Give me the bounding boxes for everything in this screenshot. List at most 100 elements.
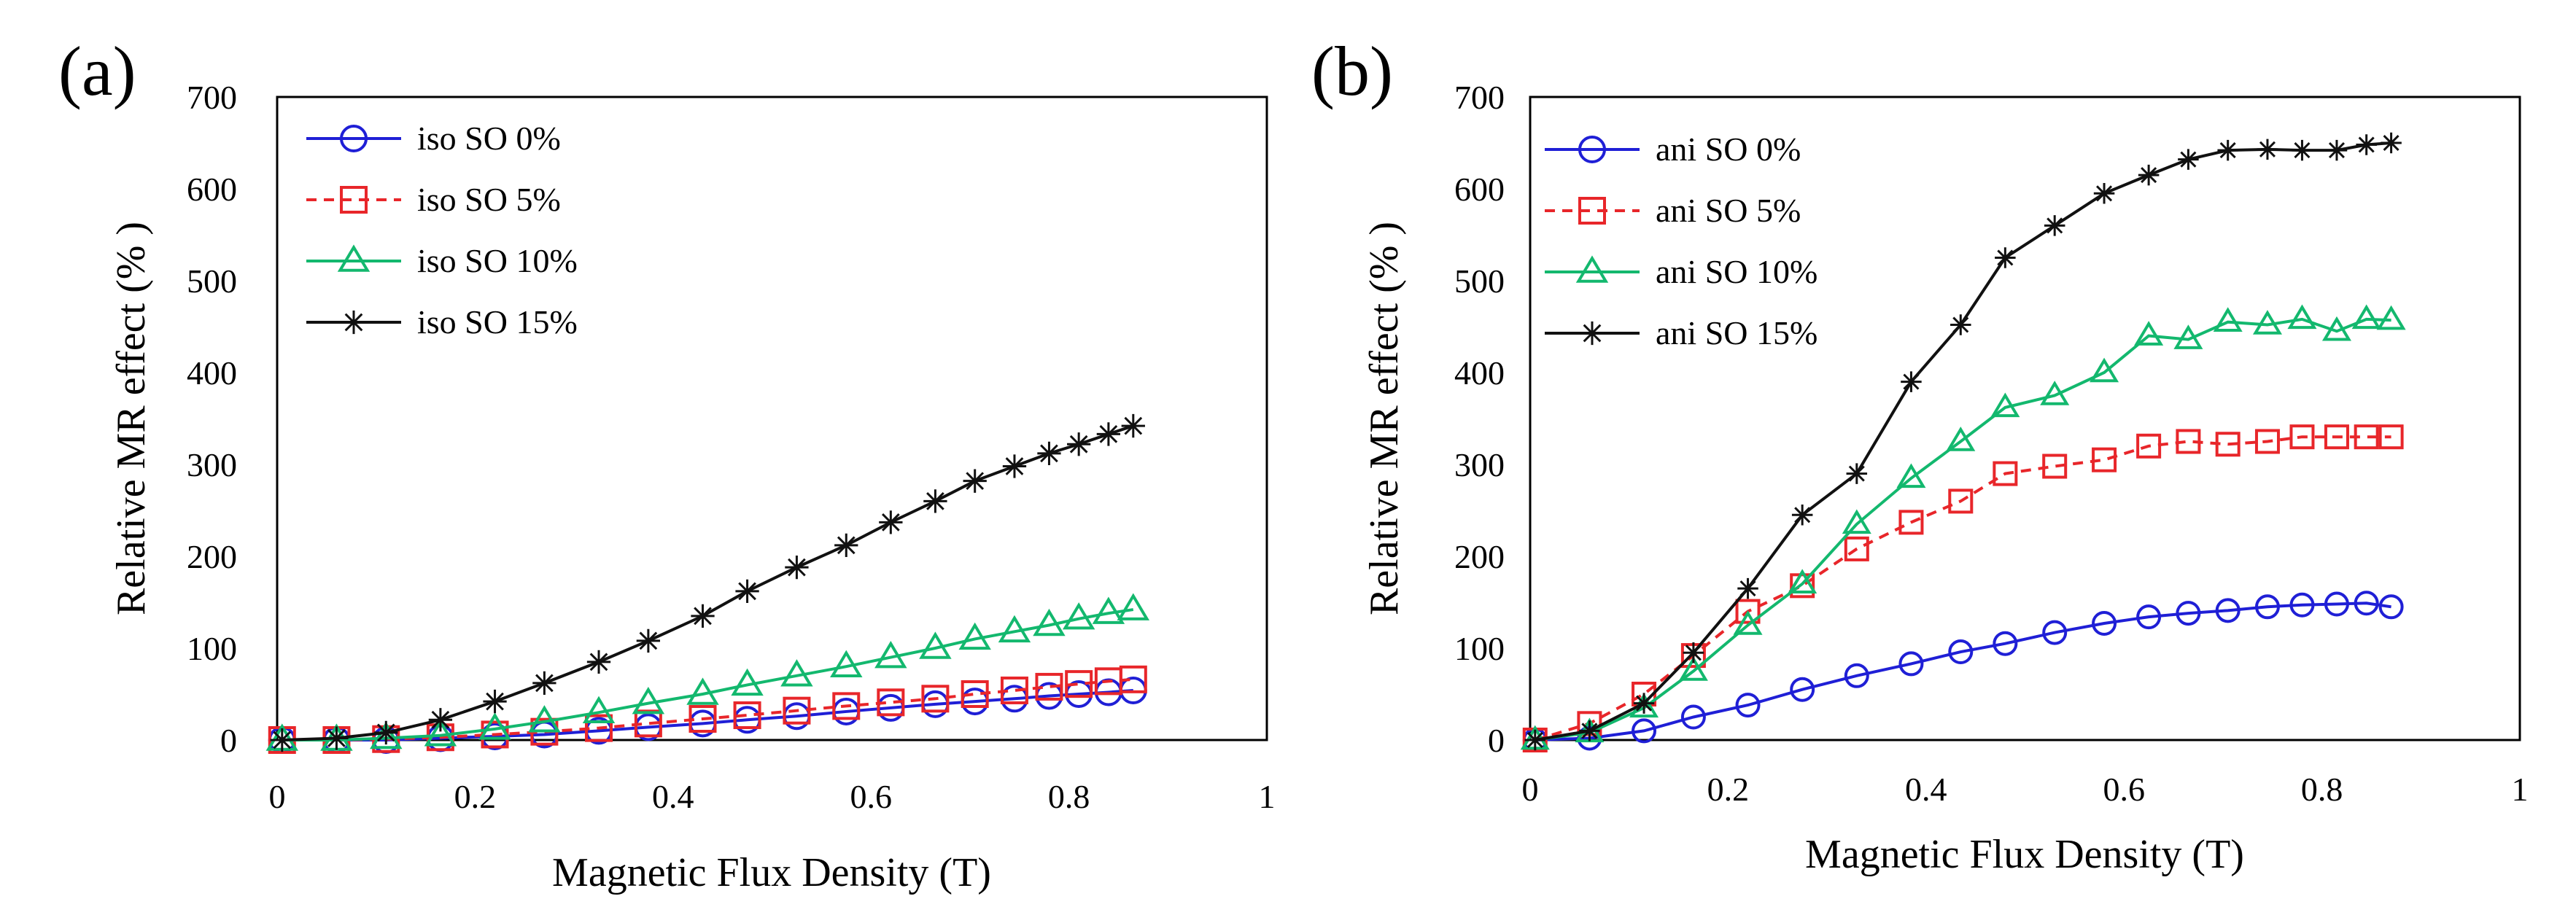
- y-tick-label: 500: [187, 262, 237, 300]
- marker-star: [341, 310, 366, 335]
- marker-star: [1579, 720, 1600, 741]
- legend-entry: iso SO 0%: [306, 120, 561, 157]
- series-line: [1535, 435, 2391, 741]
- marker-circle: [1632, 718, 1657, 744]
- marker-square: [688, 705, 717, 733]
- x-tick-label: 0: [1522, 771, 1539, 808]
- y-tick-label: 400: [187, 354, 237, 392]
- marker-circle: [2042, 620, 2068, 645]
- marker-square: [1119, 665, 1147, 693]
- series-line: [282, 424, 1134, 741]
- panel-label: (b): [1311, 32, 1393, 110]
- marker-star: [1096, 422, 1121, 446]
- marker-square: [961, 680, 989, 708]
- marker-star: [2381, 132, 2402, 154]
- plot-frame: [276, 96, 1268, 741]
- series-iso-so-10-: [265, 593, 1150, 751]
- marker-square: [1948, 488, 1974, 514]
- x-tick-label: 1: [2512, 771, 2529, 808]
- marker-triangle: [2376, 305, 2406, 330]
- marker-square: [1898, 510, 1924, 535]
- marker-star: [2217, 139, 2238, 161]
- legend-entry: iso SO 5%: [306, 181, 561, 218]
- marker-star: [325, 726, 349, 750]
- y-tick-label: 300: [1454, 446, 1505, 483]
- marker-triangle: [1092, 596, 1125, 624]
- marker-square: [2176, 429, 2201, 454]
- marker-triangle: [1788, 569, 1817, 594]
- y-tick-label: 0: [1488, 722, 1505, 759]
- marker-star: [1121, 413, 1145, 438]
- marker-triangle: [528, 705, 561, 733]
- marker-square: [1578, 197, 1606, 225]
- legend-label: iso SO 10%: [417, 242, 578, 279]
- marker-square: [1993, 461, 2018, 486]
- series-layer: [1520, 132, 2406, 752]
- marker-square: [2289, 424, 2315, 450]
- y-tick-label: 500: [1454, 262, 1505, 300]
- plot-frame: [1529, 96, 2521, 741]
- marker-triangle: [1678, 656, 1708, 681]
- legend-label: ani SO 10%: [1656, 253, 1817, 290]
- marker-triangle: [2321, 316, 2351, 341]
- marker-triangle: [1946, 427, 1976, 451]
- x-axis-title: Magnetic Flux Density (T): [552, 850, 991, 895]
- y-axis-title: Relative MR effect (% ): [1362, 222, 1407, 615]
- marker-star: [2356, 134, 2377, 155]
- marker-star: [691, 604, 715, 628]
- marker-triangle: [370, 721, 403, 749]
- legend-label: iso SO 5%: [417, 181, 561, 218]
- marker-star: [2138, 164, 2160, 186]
- marker-star: [586, 650, 611, 674]
- marker-triangle: [2252, 310, 2282, 335]
- marker-square: [1844, 536, 1869, 561]
- marker-square: [2042, 453, 2068, 479]
- marker-star: [1995, 247, 2016, 268]
- x-tick-label: 0.4: [652, 778, 694, 815]
- legend-entry: iso SO 10%: [306, 242, 578, 279]
- series-ani-so-5-: [1522, 424, 2404, 752]
- marker-square: [2354, 424, 2379, 450]
- marker-triangle: [2090, 357, 2119, 383]
- x-tick-label: 0.8: [2301, 771, 2343, 808]
- marker-circle: [2324, 591, 2349, 617]
- marker-triangle: [2287, 304, 2317, 330]
- marker-triangle: [2213, 307, 2243, 332]
- marker-circle: [1790, 677, 1815, 702]
- x-tick-label: 0.8: [1048, 778, 1090, 815]
- panel-label: (a): [58, 32, 136, 110]
- marker-triangle: [1117, 593, 1150, 620]
- marker-triangle: [830, 650, 863, 677]
- marker-triangle: [582, 696, 616, 723]
- marker-triangle: [424, 719, 457, 747]
- marker-square: [1735, 599, 1761, 624]
- y-tick-label: 600: [187, 171, 237, 208]
- marker-triangle: [632, 686, 665, 715]
- marker-star: [1950, 314, 1971, 335]
- marker-square: [921, 685, 950, 713]
- marker-star: [785, 555, 809, 580]
- marker-square: [2254, 429, 2280, 454]
- marker-star: [532, 671, 556, 696]
- marker-star: [374, 720, 398, 745]
- marker-triangle: [1896, 463, 1926, 488]
- marker-triangle: [1842, 509, 1871, 534]
- marker-triangle: [780, 659, 813, 687]
- marker-circle: [1844, 663, 1869, 688]
- marker-circle: [2176, 601, 2201, 626]
- marker-square: [634, 709, 662, 738]
- marker-star: [2178, 149, 2199, 170]
- marker-square: [2215, 432, 2241, 457]
- marker-star: [2292, 139, 2313, 161]
- marker-triangle: [919, 631, 952, 659]
- legend-entry: ani SO 15%: [1545, 314, 1817, 351]
- marker-circle: [2289, 592, 2315, 618]
- marker-star: [1737, 577, 1758, 599]
- y-tick-label: 700: [187, 79, 237, 116]
- y-tick-label: 400: [1454, 354, 1505, 392]
- marker-triangle: [337, 244, 371, 272]
- marker-triangle: [2351, 304, 2381, 330]
- marker-square: [585, 714, 613, 742]
- marker-star: [923, 489, 947, 513]
